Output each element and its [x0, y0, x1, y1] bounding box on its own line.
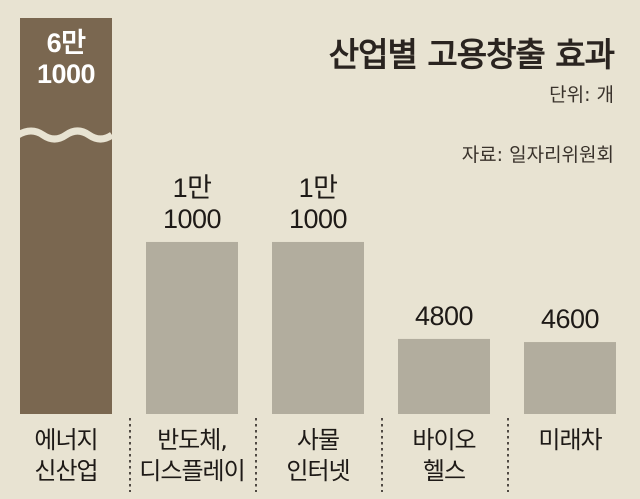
value-label-2-1: 1000	[289, 204, 347, 234]
category-label-3-0: 바이오	[412, 426, 475, 454]
category-label-2-1: 인터넷	[286, 457, 349, 485]
axis-break-wave	[16, 127, 114, 143]
category-label-2-0: 사물	[297, 426, 339, 454]
value-label-0-1: 1000	[37, 59, 95, 89]
value-label-3-0: 4800	[415, 301, 473, 331]
source-label: 자료: 일자리위원회	[461, 144, 614, 166]
value-label-1-1: 1000	[163, 204, 221, 234]
bar-3	[398, 338, 490, 414]
category-label-4-0: 미래차	[538, 426, 602, 454]
bar-4	[524, 342, 616, 414]
category-label-0-1: 신산업	[34, 457, 97, 485]
category-label-1-1: 디스플레이	[139, 457, 244, 485]
value-label-1-0: 1만	[173, 173, 212, 203]
value-label-2-0: 1만	[299, 173, 338, 203]
category-label-3-1: 헬스	[423, 457, 465, 485]
value-label-4-0: 4600	[541, 304, 599, 334]
category-label-0-0: 에너지	[34, 426, 97, 454]
bar-0	[20, 18, 112, 414]
chart-title: 산업별 고용창출 효과	[328, 35, 615, 74]
category-label-1-0: 반도체,	[157, 426, 227, 454]
bar-1	[146, 241, 238, 414]
unit-label: 단위: 개	[549, 84, 614, 106]
value-label-0-0: 6만	[47, 28, 87, 58]
bar-2	[272, 241, 364, 414]
